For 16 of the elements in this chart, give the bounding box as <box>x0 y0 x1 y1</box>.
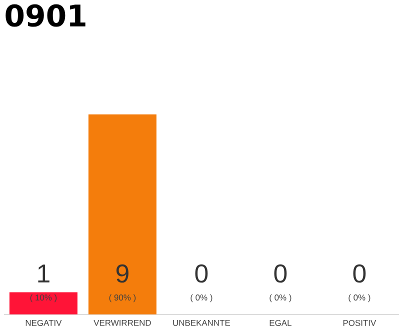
annotation: ( 10% ) <box>30 294 57 302</box>
x-tick-label: UNBEKANNTE <box>173 320 230 326</box>
data-label: 0 <box>195 264 208 283</box>
annotation: ( 0% ) <box>190 294 212 302</box>
data-label: 0 <box>353 264 366 283</box>
data-label: 1 <box>38 264 50 282</box>
chart-title: 0901 <box>6 4 86 27</box>
annotation: ( 0% ) <box>348 294 370 302</box>
x-tick-label: NEGATIV <box>26 320 62 326</box>
data-label: 9 <box>116 264 128 283</box>
annotation: ( 90% ) <box>109 294 136 302</box>
x-tick-label: EGAL <box>270 320 292 326</box>
data-label: 0 <box>274 264 287 283</box>
x-tick-label: POSITIV <box>343 320 376 326</box>
annotation: ( 0% ) <box>270 294 292 302</box>
x-tick-label: VERWIRREND <box>94 320 151 326</box>
